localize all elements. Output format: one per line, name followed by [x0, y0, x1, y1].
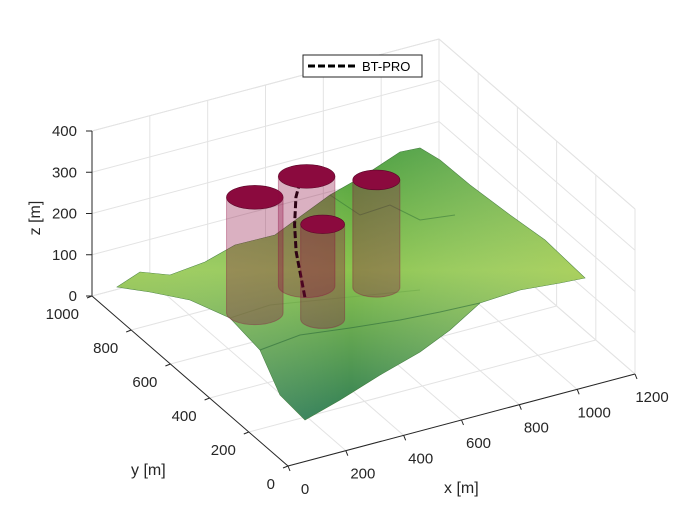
- x-tick-mark: [403, 435, 407, 441]
- x-tick-label: 200: [350, 466, 375, 483]
- cylinder-body: [226, 196, 284, 326]
- x-tick-label: 400: [408, 450, 433, 467]
- y-tick-label: 0: [267, 476, 275, 493]
- x-tick-label: 1000: [577, 404, 610, 421]
- z-tick-label: 200: [52, 206, 77, 223]
- cylinder-body: [277, 175, 336, 299]
- cylinders: [226, 164, 401, 329]
- terrain-surface: [116, 147, 586, 421]
- x-tick-labels: 0 200 400 600 800 1000 1200: [301, 389, 669, 498]
- y-tick-mark: [282, 465, 289, 469]
- gridline-floor-x: [149, 280, 347, 452]
- z-tick-label: 400: [52, 123, 77, 140]
- z-tick-label: 300: [52, 164, 77, 181]
- x-tick-mark: [287, 465, 291, 472]
- y-axis-title: y [m]: [131, 462, 166, 479]
- cylinder-cap: [278, 164, 336, 189]
- legend-box: [302, 54, 423, 78]
- gridline-side-z: [438, 121, 636, 292]
- x-axis-title: x [m]: [444, 480, 479, 497]
- cylinder-1: [226, 185, 284, 326]
- y-tick-mark: [204, 397, 210, 401]
- y-tick-label: 600: [132, 374, 157, 391]
- y-tick-mark: [126, 329, 132, 333]
- axes-lines: [86, 130, 638, 472]
- cylinder-cap: [226, 185, 284, 210]
- x-tick-label: 800: [524, 420, 549, 437]
- x-tick-label: 600: [466, 435, 491, 452]
- legend[interactable]: BT-PRO: [302, 54, 423, 78]
- cylinder-body: [300, 223, 346, 329]
- cylinder-4: [352, 169, 401, 298]
- y-axis-line: [91, 295, 289, 467]
- gridline-back-z: [91, 121, 440, 214]
- z-tick-labels: 0 100 200 300 400: [52, 123, 77, 305]
- x-tick-mark: [634, 373, 638, 380]
- x-tick-label: 0: [301, 481, 309, 498]
- x-tick-mark: [461, 419, 464, 426]
- cylinder-cap: [300, 214, 345, 234]
- cylinder-3: [300, 214, 346, 329]
- z-axis-title: z [m]: [27, 201, 44, 236]
- y-tick-label: 400: [172, 408, 197, 425]
- y-tick-label: 1000: [46, 306, 79, 323]
- z-tick-label: 100: [52, 247, 77, 264]
- cylinder-cap: [352, 169, 401, 191]
- gridline-top-back: [91, 38, 440, 132]
- y-tick-mark: [165, 363, 171, 367]
- x-tick-label: 1200: [635, 389, 668, 406]
- x-tick-mark: [345, 450, 349, 456]
- cylinder-body: [352, 179, 401, 298]
- z-tick-label: 0: [69, 288, 77, 305]
- y-tick-label: 200: [211, 442, 236, 459]
- x-tick-mark: [576, 389, 580, 395]
- legend-entry-bt-pro: BT-PRO: [362, 59, 410, 74]
- y-tick-mark: [243, 431, 249, 435]
- gridline-side-z: [438, 79, 636, 251]
- y-tick-labels: 0 200 400 600 800 1000: [46, 306, 275, 493]
- y-tick-label: 800: [93, 340, 118, 357]
- series-bt-pro-line: [293, 178, 307, 298]
- gridline-top-side: [438, 38, 636, 210]
- cylinder-2: [277, 164, 336, 299]
- gridline-back-z: [91, 79, 440, 173]
- x-tick-mark: [518, 404, 522, 410]
